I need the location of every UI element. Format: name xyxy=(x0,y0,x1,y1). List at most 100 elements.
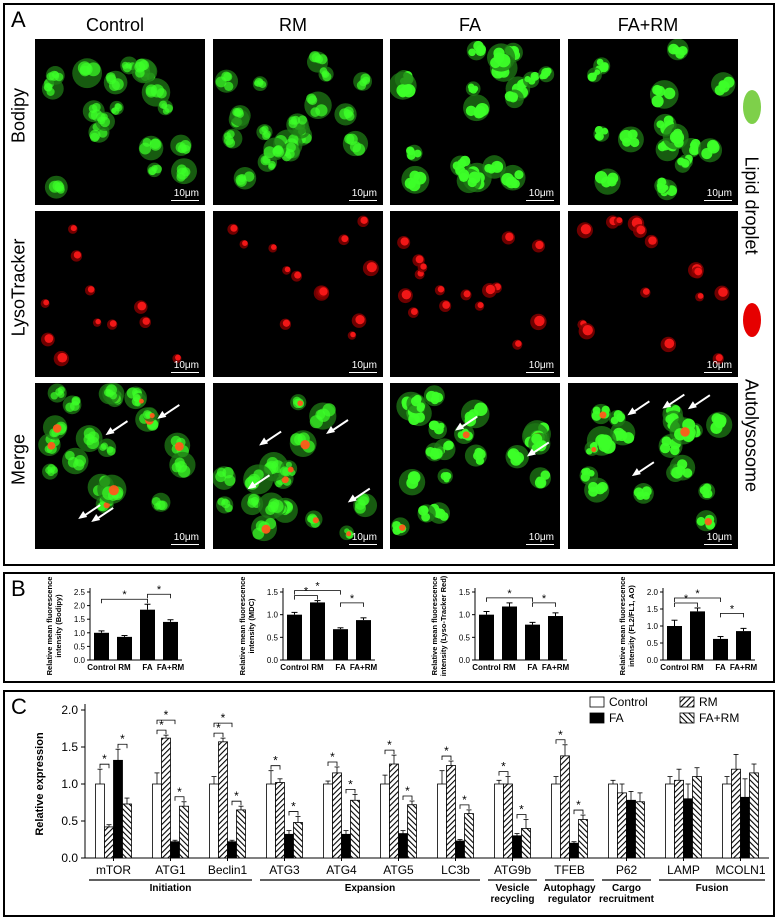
chart-c-legend-swatch xyxy=(679,696,695,708)
chart-b-4: Relative mean fluorescenceintensity (FL2… xyxy=(618,577,758,676)
chart-c-significance-star: * xyxy=(273,754,278,768)
micrograph-lysotracker-fa-rm: 10μm xyxy=(568,211,738,377)
panel-b-charts: Relative mean fluorescenceintensity (Bod… xyxy=(45,575,758,676)
chart-c-bar xyxy=(341,833,351,859)
chart-c-significance-star: * xyxy=(330,750,335,764)
chart-b-bar xyxy=(502,606,517,660)
chart-b-significance-bracket xyxy=(674,597,721,602)
chart-c-ytick-label: 0.0 xyxy=(61,851,78,865)
chart-b-category-label: Control xyxy=(280,663,308,672)
chart-c-significance-star: * xyxy=(462,793,467,807)
chart-b-significance-bracket xyxy=(340,602,364,607)
chart-c-significance-star: * xyxy=(501,760,506,774)
chart-c-bar xyxy=(560,755,570,859)
chart-b-category-label: FA+RM xyxy=(157,663,185,672)
chart-c-group-label: Initiation xyxy=(150,883,192,894)
chart-c-ytick-label: 1.0 xyxy=(61,777,78,791)
scale-bar: 10μm xyxy=(349,361,377,373)
chart-c-category-label: P62 xyxy=(616,863,638,877)
chart-c-bar xyxy=(731,768,741,859)
chart-c-ytick-label: 2.0 xyxy=(61,703,78,717)
chart-c-significance-bracket xyxy=(441,755,452,761)
chart-b-2: Relative mean fluorescenceintensity (MDC… xyxy=(238,577,378,676)
row-title-lysotracker: LysoTracker xyxy=(8,238,29,337)
chart-b-bar xyxy=(736,631,751,660)
chart-c-significance-bracket xyxy=(288,811,299,816)
chart-c-category-label: ATG1 xyxy=(155,863,186,877)
chart-b-significance-bracket xyxy=(147,593,171,599)
row-title-bodipy: Bodipy xyxy=(8,87,29,144)
chart-b-significance-bracket xyxy=(101,598,148,604)
chart-c-bar xyxy=(722,783,732,859)
chart-c-category-label: TFEB xyxy=(554,863,585,877)
column-title-fa-rm: FA+RM xyxy=(617,15,679,35)
chart-c-ytick-label: 0.5 xyxy=(61,814,78,828)
chart-b-bar xyxy=(548,616,563,660)
chart-c-significance-bracket xyxy=(516,814,527,819)
micrograph-bodipy-control: 10μm xyxy=(35,39,205,205)
chart-b-category-label: Control xyxy=(87,663,115,672)
chart-c-bar xyxy=(170,841,180,859)
chart-c-bar xyxy=(284,833,294,859)
chart-c-bar xyxy=(350,799,360,859)
chart-c-bar xyxy=(161,737,171,859)
chart-c-bar xyxy=(398,833,408,859)
chart-c-bar xyxy=(446,765,456,859)
chart-b-bar xyxy=(713,638,728,660)
scale-bar: 10μm xyxy=(526,533,554,545)
chart-b-significance-bracket xyxy=(532,602,556,607)
panel-b-label: B xyxy=(11,576,26,601)
chart-b-ytick-label: 0.0 xyxy=(459,656,471,665)
chart-c-significance-star: * xyxy=(234,789,239,803)
chart-b-category-label: Control xyxy=(660,663,688,672)
scale-bar: 10μm xyxy=(171,361,199,373)
chart-c-bar xyxy=(569,842,579,859)
micrograph-merge-control: 10μm xyxy=(35,383,205,549)
chart-c-bar xyxy=(503,783,513,859)
chart-b-bar xyxy=(163,621,178,660)
chart-c-significance-star: * xyxy=(120,732,125,746)
panel-a: A Control RM FA FA+RM Bodipy LysoTracker… xyxy=(3,3,775,566)
chart-c-significance-star: * xyxy=(216,721,221,735)
column-title-rm: RM xyxy=(279,15,307,35)
chart-b-ylabel: Relative mean fluorescenceintensity (MDC… xyxy=(238,577,256,676)
chart-c-significance-bracket xyxy=(117,743,128,749)
chart-b-significance-bracket xyxy=(720,612,744,618)
chart-c-significance-star: * xyxy=(519,803,524,817)
chart-b-bar xyxy=(333,629,348,660)
chart-b-significance-bracket xyxy=(294,590,341,595)
chart-c-bar xyxy=(209,783,219,859)
chart-c-bar xyxy=(227,841,237,859)
chart-c-legend-label: FA xyxy=(609,711,624,725)
chart-c-bar xyxy=(218,741,228,859)
scale-bar: 10μm xyxy=(704,189,732,201)
chart-c-bar xyxy=(683,798,693,859)
chart-b-bar xyxy=(479,614,494,660)
chart-c-bar xyxy=(332,772,342,859)
chart-b-ytick-label: 1.5 xyxy=(74,615,86,624)
chart-b-category-label: FA+RM xyxy=(542,663,570,672)
autolysosome-legend-icon xyxy=(743,303,761,337)
panel-b: B Relative mean fluorescenceintensity (B… xyxy=(3,572,775,683)
chart-b-ytick-label: 1.0 xyxy=(647,622,659,631)
chart-b-bar xyxy=(667,626,682,660)
chart-c-bar xyxy=(692,776,702,859)
chart-b-category-label: FA xyxy=(527,663,537,672)
chart-c-significance-bracket xyxy=(213,722,233,728)
chart-c-significance-star: * xyxy=(558,728,563,742)
chart-c-bar xyxy=(608,783,618,859)
chart-c-group-label: Expansion xyxy=(345,883,396,894)
chart-b-ytick-label: 2.0 xyxy=(74,602,86,611)
chart-b-category-label: FA xyxy=(335,663,345,672)
chart-c-ytick-label: 1.5 xyxy=(61,740,78,754)
micrograph-lysotracker-rm: 10μm xyxy=(213,211,383,377)
chart-c-bar xyxy=(512,835,522,859)
chart-c-group-label: Autophagy regulator xyxy=(543,883,596,905)
chart-c-significance-star: * xyxy=(291,800,296,814)
chart-c-significance-bracket xyxy=(156,719,176,725)
chart-b-category-label: RM xyxy=(503,663,516,672)
chart-c-significance-star: * xyxy=(405,784,410,798)
scale-bar: 10μm xyxy=(349,189,377,201)
chart-b-bar xyxy=(117,636,132,660)
chart-b-ylabel: Relative mean fluorescenceintensity (Bod… xyxy=(45,577,63,676)
